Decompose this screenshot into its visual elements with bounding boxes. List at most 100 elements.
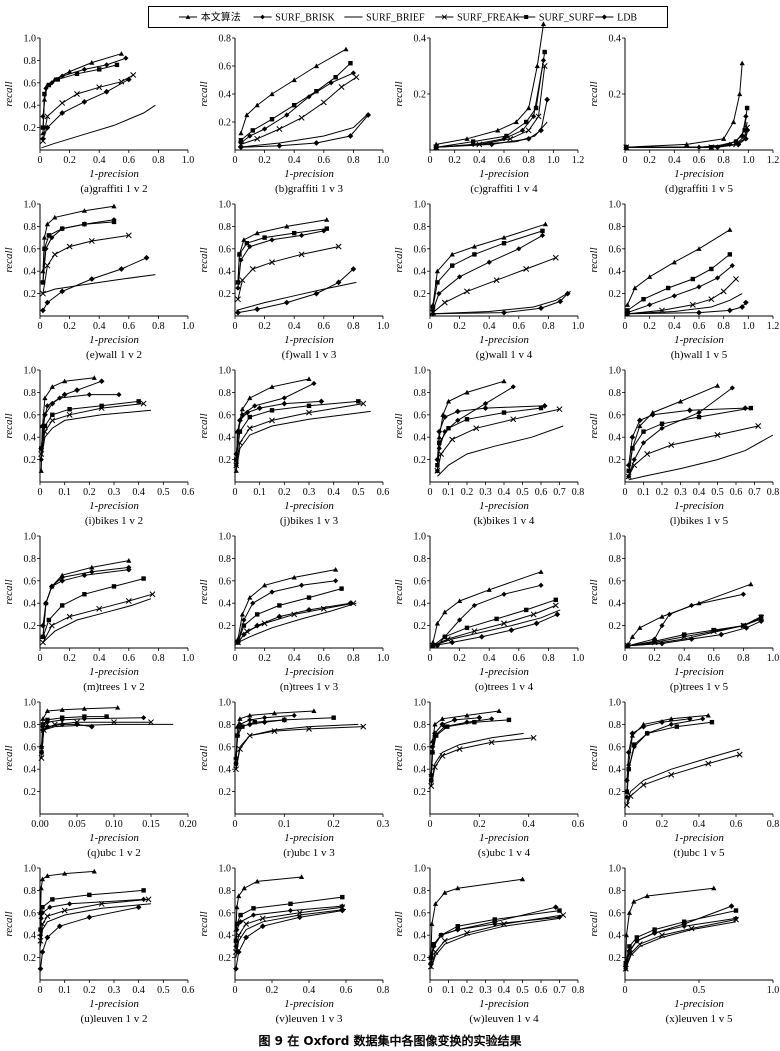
legend-label: LDB	[617, 13, 637, 24]
data-point	[464, 136, 470, 141]
data-point	[238, 130, 244, 136]
series-line	[42, 257, 147, 311]
y-axis-label: recall	[588, 247, 600, 272]
series-group	[428, 716, 495, 783]
data-point	[478, 633, 485, 640]
series-line	[436, 60, 544, 148]
series-line	[627, 593, 744, 647]
y-tick-label: 1.0	[24, 34, 37, 45]
data-point	[59, 603, 65, 608]
y-axis-label: recall	[198, 247, 210, 272]
chart-panel: 0 0.2 0.4 0.6 0.8 1.0 0.2 0.4 0.6 0.8 1.0 1-precisi…	[0, 198, 194, 364]
data-point	[557, 298, 564, 305]
y-tick-label: 0.2	[219, 455, 232, 466]
x-tick-label: 0.2	[327, 819, 340, 830]
data-point	[269, 259, 275, 266]
y-axis-label: recall	[393, 247, 405, 272]
series-line	[235, 400, 359, 460]
data-point	[539, 232, 546, 238]
panel-caption: (p)trees 1 v 5	[670, 681, 729, 693]
y-tick-label: 0.2	[24, 455, 37, 466]
x-tick-label: 0.6	[730, 487, 743, 498]
data-point	[501, 235, 507, 240]
data-point	[41, 235, 48, 240]
y-axis-label: recall	[588, 81, 600, 106]
y-tick-label: 0.8	[609, 554, 622, 565]
x-tick-label: 0.2	[278, 487, 291, 498]
series-line	[42, 560, 129, 637]
data-point	[281, 400, 288, 407]
data-point	[744, 127, 750, 134]
data-point	[38, 927, 43, 932]
x-tick-label: 0	[233, 653, 238, 664]
data-point	[711, 627, 717, 633]
y-tick-label: 0.8	[219, 222, 232, 233]
series-line	[436, 23, 544, 145]
y-tick-label: 1.0	[24, 864, 37, 875]
series-group	[40, 566, 132, 629]
series-group	[433, 21, 547, 147]
x-tick-label: 0.4	[483, 653, 496, 664]
data-point	[115, 705, 121, 710]
data-point	[714, 144, 721, 151]
series-line	[235, 896, 343, 941]
x-tick-label: 0.2	[258, 155, 271, 166]
chart-panel: 0 0.5 1.0 0.2 0.4 0.6 0.8 1.0 1-precision recall (…	[585, 862, 779, 1028]
data-point	[246, 721, 253, 728]
series-line	[237, 268, 354, 314]
series-line	[628, 407, 751, 471]
y-tick-label: 0.2	[414, 455, 427, 466]
chart-svg: 0 0.1 0.2 0.3 0.4 0.5 0.6 0.7 0.8 0.2 0.4 0.6 0.8 1.0…	[393, 864, 584, 1026]
y-axis-label: recall	[3, 745, 15, 770]
y-tick-label: 0.2	[24, 123, 37, 134]
series-group	[40, 203, 117, 274]
x-axis-label: 1-precision	[284, 334, 334, 346]
x-tick-label: 0.2	[83, 985, 96, 996]
chart-svg: 0 0.1 0.2 0.3 0.4 0.5 0.6 0.7 0.8 0.2 0.4 0.6 0.8 1.0…	[393, 366, 584, 528]
data-point	[552, 602, 559, 609]
data-point	[438, 451, 445, 457]
data-point	[42, 91, 47, 97]
data-point	[287, 907, 294, 914]
data-point	[250, 912, 257, 918]
data-point	[81, 706, 87, 711]
data-point	[233, 965, 239, 972]
x-tick-label: 0	[38, 985, 43, 996]
series-group	[37, 896, 152, 944]
x-tick-label: 0.4	[288, 653, 301, 664]
data-point	[486, 259, 492, 265]
data-point	[743, 135, 749, 142]
x-tick-label: 0	[38, 155, 43, 166]
series-group	[238, 70, 356, 146]
y-tick-label: 0.2	[219, 787, 232, 798]
data-point	[40, 290, 46, 297]
y-tick-label: 0.8	[24, 388, 37, 399]
series-line	[432, 234, 543, 311]
data-point	[38, 445, 45, 452]
data-point	[40, 716, 46, 721]
data-point	[432, 730, 438, 737]
series-group	[40, 591, 156, 646]
data-point	[247, 395, 253, 401]
data-point	[298, 114, 305, 121]
data-point	[671, 259, 677, 265]
data-point	[339, 904, 346, 911]
data-point	[530, 734, 537, 741]
x-axis-label: 1-precision	[284, 998, 334, 1010]
data-point	[540, 21, 547, 27]
y-tick-label: 0.8	[414, 886, 427, 897]
series-line	[430, 917, 560, 969]
data-point	[437, 440, 442, 446]
y-tick-label: 0.4	[609, 599, 622, 610]
series-line	[430, 914, 564, 967]
y-axis-label: recall	[393, 81, 405, 106]
data-point	[629, 730, 636, 737]
chart-panel: 0 0.2 0.4 0.6 0.8 1.0 0.2 0.4 0.6 0.8 1.0 1-precisi…	[390, 198, 584, 364]
chart-svg: 0 0.2 0.4 0.6 0.8 0.2 0.4 0.6 0.8 1.0 1-precision r…	[198, 864, 389, 1026]
y-tick-label: 0.4	[414, 433, 427, 444]
y-axis-label: recall	[3, 579, 15, 604]
x-tick-label: 0.4	[93, 653, 106, 664]
data-point	[118, 266, 125, 272]
data-point	[48, 583, 55, 590]
series-group	[430, 569, 544, 645]
